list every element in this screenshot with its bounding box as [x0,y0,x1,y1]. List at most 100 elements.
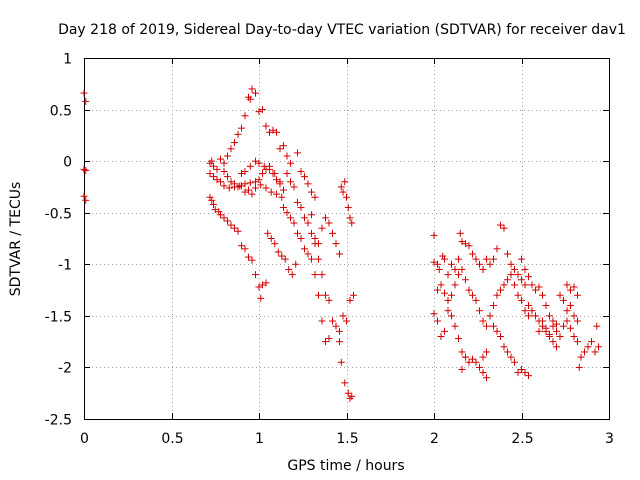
data-point [465,242,473,250]
data-point [511,358,518,366]
data-point [252,89,259,97]
data-point [311,271,319,279]
chart-title: Day 218 of 2019, Sidereal Day-to-day VTE… [58,22,626,38]
y-tick-label: 1 [63,52,72,68]
data-point [80,192,88,200]
data-point [472,255,480,263]
data-point [483,348,490,356]
x-tick-labels: 0 0.5 1 1.5 2 2.5 3 [80,431,614,447]
data-point [341,178,349,186]
data-point [224,217,231,225]
data-point [206,170,214,178]
data-point [525,312,532,320]
data-point [479,317,487,325]
data-point [486,312,494,320]
data-point [581,348,588,356]
data-point [217,211,224,219]
data-point [241,167,249,175]
data-point [476,307,483,315]
data-point [245,186,252,194]
data-point [273,190,280,198]
data-point [535,283,543,291]
data-point [241,245,249,253]
data-point [339,312,347,320]
data-point [290,183,298,191]
data-point [267,235,275,242]
data-point [241,112,249,120]
data-point [315,291,322,299]
data-point [556,291,564,299]
data-point [339,188,347,196]
data-point [329,317,336,325]
data-point [560,296,567,304]
x-tick-label: 0.5 [161,431,183,447]
y-tick-label: 0.5 [50,104,72,120]
data-point [483,374,490,382]
data-point [262,184,270,192]
data-point [458,348,466,356]
y-tick-label: -2.5 [45,413,72,429]
data-point [553,343,560,351]
data-point [262,122,270,130]
data-point [283,152,291,160]
data-point [570,283,578,291]
data-point [511,265,518,273]
data-point [563,317,571,325]
data-point [234,130,242,138]
y-tick-label: -0.5 [45,207,72,223]
data-point [82,97,90,105]
data-point [322,214,329,222]
data-point [472,358,480,366]
data-point [301,173,308,181]
y-tick-labels: 1 0.5 0 -0.5 -1 -1.5 -2 -2.5 [45,52,72,429]
data-point [465,286,473,294]
data-points [80,85,602,402]
y-tick-label: -2 [58,361,72,377]
data-point [252,184,259,192]
data-point [308,211,315,219]
data-point [220,167,228,175]
data-point [574,338,581,346]
data-point [444,307,452,315]
data-point [479,369,487,377]
data-point [278,193,286,201]
data-point [430,310,438,318]
data-point [322,291,329,299]
data-point [556,332,564,340]
data-point [348,392,356,400]
data-point [514,291,522,299]
data-point [437,281,445,289]
data-point [231,139,238,147]
data-point [507,260,515,268]
data-point [271,240,279,248]
data-point [570,332,578,340]
data-point [220,214,228,222]
data-point [287,178,294,186]
data-point [225,184,233,192]
data-point [318,317,326,325]
data-point [514,271,522,279]
data-point [437,332,445,340]
data-point [560,322,567,330]
y-tick-label: 0 [63,155,72,171]
data-point [337,358,345,366]
data-point [325,296,333,304]
data-point [504,250,511,258]
data-point [280,204,287,212]
data-point [252,271,259,279]
data-point [448,291,455,299]
data-point [210,173,217,181]
data-point [441,289,448,297]
data-point [264,229,272,237]
data-point [287,159,294,167]
data-point [220,182,228,190]
data-point [479,353,487,361]
data-point [311,240,319,248]
data-point [563,307,571,315]
data-point [493,327,501,335]
grid-lines [84,58,609,419]
data-point [304,219,312,227]
x-tick-label: 2 [430,431,439,447]
data-point [276,145,284,153]
